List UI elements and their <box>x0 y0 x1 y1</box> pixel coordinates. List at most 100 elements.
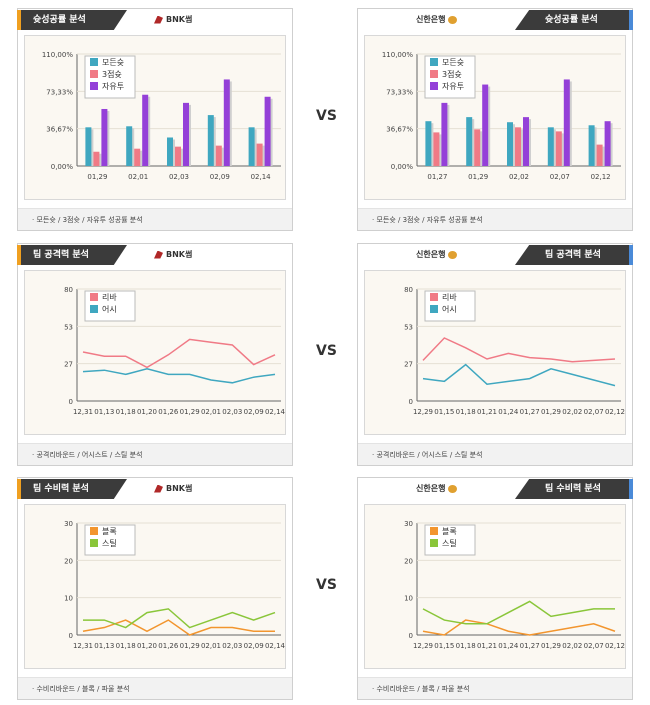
team-logo-icon <box>154 250 163 259</box>
bar <box>563 79 570 166</box>
bar <box>433 132 440 166</box>
legend-swatch <box>90 527 98 535</box>
legend-swatch <box>90 70 98 78</box>
x-tick-label: 02,14 <box>265 642 286 650</box>
x-tick-label: 01,21 <box>477 642 497 650</box>
x-tick-label: 02,02 <box>562 642 582 650</box>
legend-swatch <box>90 82 98 90</box>
bar <box>215 145 222 166</box>
x-tick-label: 02,01 <box>128 173 148 181</box>
bar <box>515 127 521 166</box>
series-line <box>422 363 616 387</box>
team-label: 신한은행 <box>416 15 446 24</box>
legend-swatch <box>430 293 438 301</box>
panel-header: 슛성공률 분석 BNK썸 <box>17 9 292 31</box>
defense-panel-left: 팀 수비력 분석 BNK썸 0 10 20 30 12,31 01,13 01,18 01,2… <box>17 477 293 700</box>
bar <box>142 94 149 166</box>
panel-footer: · 모든슛 / 3점슛 / 자유투 성공률 분석 <box>18 208 292 230</box>
y-tick-label: 36,67% <box>46 126 73 134</box>
defense-panel-right: 신한은행 팀 수비력 분석 0 10 20 30 12,29 01,15 01,18 01,2… <box>357 477 633 700</box>
legend-label: 자유투 <box>102 82 124 91</box>
y-tick-label: 0,00% <box>51 163 74 171</box>
legend-label: 3점슛 <box>442 69 462 79</box>
bar <box>425 121 432 166</box>
team-logo-icon <box>448 15 458 24</box>
x-tick-label: 02,01 <box>201 408 221 416</box>
x-tick-label: 01,29 <box>180 642 200 650</box>
series-line <box>83 608 276 629</box>
legend-swatch <box>430 70 438 78</box>
legend-label: 어시 <box>442 304 457 314</box>
vs-label: VS <box>316 108 337 124</box>
y-tick-label: 0 <box>69 632 73 640</box>
team-name: 신한은행 <box>416 249 460 260</box>
bar <box>264 96 271 166</box>
x-tick-label: 01,26 <box>158 642 179 650</box>
y-tick-label: 53 <box>64 323 73 331</box>
legend-swatch <box>430 305 438 313</box>
y-tick-label: 110,00% <box>42 51 73 59</box>
legend-swatch <box>90 58 98 66</box>
bar <box>604 121 611 166</box>
legend-label: 3점슛 <box>102 69 122 79</box>
y-tick-label: 73,33% <box>386 88 413 96</box>
legend-swatch <box>430 82 438 90</box>
y-tick-label: 53 <box>404 323 413 331</box>
x-tick-label: 02,03 <box>169 173 189 181</box>
legend-label: 모든슛 <box>442 58 464 67</box>
panel-footer: · 수비리바운드 / 블록 / 파울 분석 <box>18 677 292 699</box>
x-tick-label: 02,07 <box>584 408 604 416</box>
legend-label: 스틸 <box>102 538 117 548</box>
x-tick-label: 12,31 <box>73 408 93 416</box>
panel-header: 신한은행 슛성공률 분석 <box>358 9 633 31</box>
team-logo-icon <box>154 484 163 493</box>
x-tick-label: 01,29 <box>541 408 561 416</box>
x-tick-label: 01,29 <box>87 173 107 181</box>
series-line <box>82 338 276 369</box>
x-tick-label: 01,15 <box>434 642 454 650</box>
y-tick-label: 0 <box>409 398 413 406</box>
x-tick-label: 01,13 <box>94 408 114 416</box>
x-tick-label: 01,15 <box>434 408 454 416</box>
series-line <box>422 337 616 363</box>
legend-swatch <box>430 58 438 66</box>
team-name: 신한은행 <box>416 483 460 494</box>
bar <box>256 143 263 166</box>
panel-footer: · 모든슛 / 3점슛 / 자유투 성공률 분석 <box>358 208 632 230</box>
x-tick-label: 01,24 <box>498 642 519 650</box>
chart-area: 0,00% 36,67% 73,33% 110,00% 01,29 02,01 02,03 0… <box>24 35 286 200</box>
legend-label: 리바 <box>442 292 457 302</box>
team-name: 신한은행 <box>416 14 460 25</box>
series-line <box>422 600 615 625</box>
x-tick-label: 01,20 <box>137 408 157 416</box>
x-tick-label: 02,03 <box>222 408 242 416</box>
y-tick-label: 20 <box>404 557 413 565</box>
x-tick-label: 02,09 <box>210 173 230 181</box>
y-tick-label: 36,67% <box>386 126 413 134</box>
legend-label: 어시 <box>102 304 117 314</box>
section-tab: 슛성공률 분석 <box>515 10 633 30</box>
x-tick-label: 01,18 <box>116 642 136 650</box>
section-tab: 팀 수비력 분석 <box>515 479 633 499</box>
y-tick-label: 0 <box>69 398 73 406</box>
team-label: 신한은행 <box>416 484 446 493</box>
x-tick-label: 02,07 <box>584 642 604 650</box>
team-logo-icon <box>448 250 458 259</box>
section-tab: 팀 공격력 분석 <box>515 245 633 265</box>
bar <box>134 148 141 166</box>
shooting-panel-right: 신한은행 슛성공률 분석 0,00% 36,67% 73,33% 110,00% 01,… <box>357 8 633 231</box>
section-tab: 팀 공격력 분석 <box>17 245 127 265</box>
bar <box>175 146 181 166</box>
panel-header: 신한은행 팀 공격력 분석 <box>358 244 633 266</box>
x-tick-label: 02,12 <box>605 642 625 650</box>
legend-label: 모든슛 <box>102 58 124 67</box>
chart-area: 0 10 20 30 12,29 01,15 01,18 01,21 01,24 01,27 01,… <box>364 504 626 669</box>
legend-label: 자유투 <box>442 82 464 91</box>
x-tick-label: 02,01 <box>201 642 221 650</box>
bar <box>474 129 481 166</box>
x-tick-label: 01,18 <box>456 408 476 416</box>
team-label: 신한은행 <box>416 250 446 259</box>
x-tick-label: 02,12 <box>605 408 625 416</box>
x-tick-label: 01,27 <box>520 408 540 416</box>
bar <box>596 144 603 166</box>
